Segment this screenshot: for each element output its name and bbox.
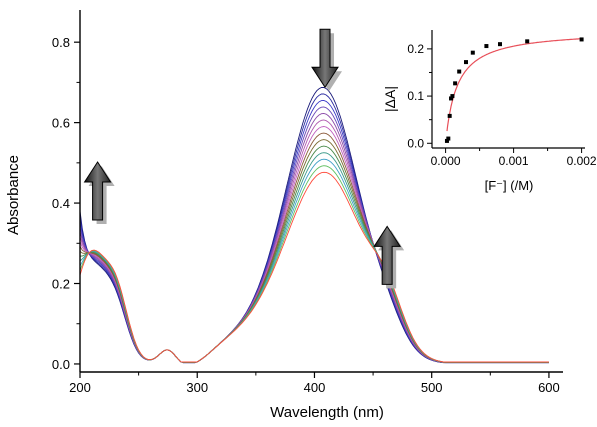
- absorbance-series-line: [79, 93, 549, 364]
- x-tick-label: 300: [186, 380, 208, 395]
- data-point: [450, 94, 455, 99]
- inset-axes: [431, 30, 585, 149]
- data-point: [464, 60, 468, 65]
- inset-x-tick-label: 0.001: [499, 154, 529, 168]
- data-point: [446, 136, 451, 141]
- x-tick-label: 600: [538, 380, 560, 395]
- absorbance-series-line: [79, 152, 549, 363]
- inset-x-tick-label: 0.000: [431, 154, 461, 168]
- absorbance-series-line: [79, 171, 549, 363]
- inset-y-tick-label: 0.1: [407, 89, 424, 103]
- data-point: [453, 81, 458, 86]
- absorbance-series-line: [79, 158, 549, 363]
- main-axes: [79, 10, 563, 373]
- trend-arrows: [83, 28, 405, 289]
- x-axis-label: Wavelength (nm): [270, 404, 384, 421]
- main-tick-labels: 200 300 400 500 600 0.0 0.2 0.4 0.6 0.8: [52, 35, 560, 395]
- inset-y-axis-label: |ΔA|: [382, 86, 398, 112]
- data-point: [484, 44, 489, 49]
- up-arrow-icon: [83, 161, 112, 221]
- y-tick-label: 0.6: [52, 116, 70, 131]
- data-point: [444, 138, 449, 143]
- inset-y-tick-label: 0.0: [407, 136, 424, 150]
- inset-x-axis-label: [F⁻] (/M): [485, 178, 534, 193]
- x-tick-label: 500: [421, 380, 443, 395]
- inset-x-tick-label: 0.002: [567, 154, 597, 168]
- absorbance-series-line: [79, 113, 549, 363]
- x-tick-label: 400: [304, 380, 326, 395]
- absorbance-series-line: [79, 119, 549, 363]
- inset-y-tick-label: 0.2: [407, 42, 424, 56]
- data-point: [525, 39, 530, 44]
- inset-tick-marks: [427, 48, 583, 153]
- data-point: [470, 50, 475, 55]
- fit-curve: [446, 38, 584, 132]
- y-tick-label: 0.2: [52, 277, 70, 292]
- y-axis-label: Absorbance: [5, 155, 22, 235]
- y-tick-label: 0.0: [52, 357, 70, 372]
- data-point: [447, 113, 452, 118]
- absorbance-series-line: [79, 126, 549, 363]
- data-point: [498, 42, 502, 47]
- up-arrow-icon: [373, 225, 402, 285]
- data-point: [457, 69, 462, 74]
- absorbance-series-line: [79, 132, 549, 363]
- data-point: [579, 37, 584, 42]
- main-tick-marks: [74, 41, 550, 378]
- inset-binding-plot: 0.000 0.001 0.002 0.0 0.1 0.2 [F⁻] (/M) |ΔA|: [382, 30, 597, 193]
- data-points-group: [444, 37, 584, 143]
- y-tick-label: 0.4: [52, 196, 70, 211]
- inset-tick-labels: 0.000 0.001 0.002 0.0 0.1 0.2: [407, 42, 597, 168]
- absorbance-series-line: [79, 87, 549, 364]
- data-point: [449, 96, 454, 101]
- x-tick-label: 200: [69, 380, 91, 395]
- absorbance-series-group: [79, 87, 549, 364]
- absorbance-series-line: [79, 165, 549, 363]
- main-absorbance-plot: 200 300 400 500 600 0.0 0.2 0.4 0.6 0.8 Wavelengt…: [5, 10, 563, 421]
- absorbance-series-line: [79, 139, 549, 363]
- fit-curve-group: [446, 38, 584, 132]
- down-arrow-icon: [311, 28, 339, 89]
- y-tick-label: 0.8: [52, 35, 70, 50]
